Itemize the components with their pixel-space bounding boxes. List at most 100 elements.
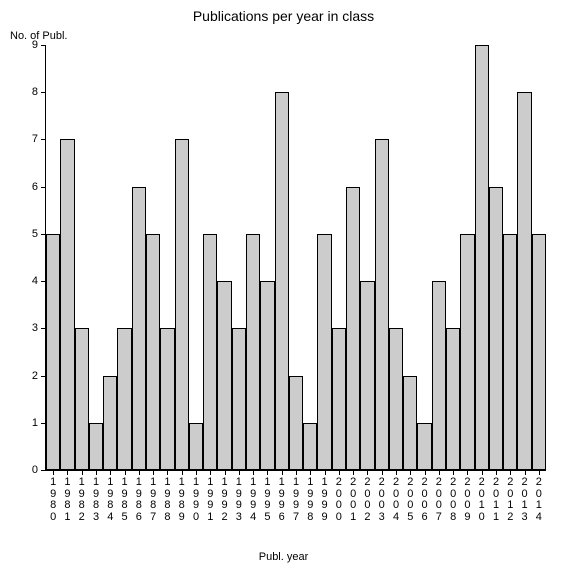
x-tick-label: 1990 bbox=[192, 477, 200, 523]
y-tick-label: 1 bbox=[32, 417, 38, 429]
x-tick-label: 1983 bbox=[92, 477, 100, 523]
x-tick-label: 1993 bbox=[235, 477, 243, 523]
x-tick bbox=[82, 470, 83, 475]
x-tick bbox=[425, 470, 426, 475]
x-tick bbox=[182, 470, 183, 475]
x-tick-label: 1994 bbox=[249, 477, 257, 523]
x-tick bbox=[53, 470, 54, 475]
bar bbox=[46, 234, 60, 470]
y-tick-label: 8 bbox=[32, 86, 38, 98]
bar bbox=[417, 423, 431, 470]
chart-container: Publications per year in class No. of Pu… bbox=[0, 0, 567, 567]
y-tick-label: 7 bbox=[32, 133, 38, 145]
bar bbox=[146, 234, 160, 470]
x-tick bbox=[253, 470, 254, 475]
y-tick-label: 9 bbox=[32, 39, 38, 51]
x-tick bbox=[125, 470, 126, 475]
y-tick bbox=[41, 187, 46, 188]
y-tick-label: 6 bbox=[32, 181, 38, 193]
x-tick-label: 1982 bbox=[78, 477, 86, 523]
bar bbox=[489, 187, 503, 470]
x-tick bbox=[439, 470, 440, 475]
x-tick-label: 2012 bbox=[506, 477, 514, 523]
x-tick bbox=[225, 470, 226, 475]
bar bbox=[389, 328, 403, 470]
bar bbox=[460, 234, 474, 470]
x-tick bbox=[153, 470, 154, 475]
bar bbox=[232, 328, 246, 470]
x-tick-label: 2004 bbox=[392, 477, 400, 523]
x-tick-label: 2005 bbox=[406, 477, 414, 523]
bar bbox=[189, 423, 203, 470]
y-axis-title: No. of Publ. bbox=[10, 30, 67, 42]
x-tick bbox=[310, 470, 311, 475]
bar bbox=[132, 187, 146, 470]
y-tick-label: 2 bbox=[32, 370, 38, 382]
x-tick-label: 2011 bbox=[492, 477, 500, 523]
x-tick-label: 1984 bbox=[106, 477, 114, 523]
x-tick bbox=[482, 470, 483, 475]
x-tick bbox=[210, 470, 211, 475]
x-tick-label: 2001 bbox=[349, 477, 357, 523]
bar bbox=[332, 328, 346, 470]
x-tick-label: 1980 bbox=[49, 477, 57, 523]
y-tick bbox=[41, 470, 46, 471]
x-tick-label: 1991 bbox=[206, 477, 214, 523]
plot-area: 0123456789198019811982198319841985198619… bbox=[45, 45, 546, 471]
bar bbox=[503, 234, 517, 470]
bar bbox=[303, 423, 317, 470]
bar bbox=[432, 281, 446, 470]
x-tick bbox=[367, 470, 368, 475]
x-tick-label: 1985 bbox=[121, 477, 129, 523]
x-tick-label: 1986 bbox=[135, 477, 143, 523]
x-tick bbox=[496, 470, 497, 475]
x-tick-label: 2014 bbox=[535, 477, 543, 523]
x-tick bbox=[510, 470, 511, 475]
x-tick bbox=[139, 470, 140, 475]
x-tick bbox=[382, 470, 383, 475]
x-tick-label: 2013 bbox=[521, 477, 529, 523]
x-tick-label: 2003 bbox=[378, 477, 386, 523]
y-tick-label: 4 bbox=[32, 275, 38, 287]
x-tick-label: 1998 bbox=[306, 477, 314, 523]
y-tick bbox=[41, 45, 46, 46]
x-tick bbox=[110, 470, 111, 475]
x-tick-label: 2009 bbox=[463, 477, 471, 523]
bar bbox=[360, 281, 374, 470]
x-tick bbox=[539, 470, 540, 475]
x-tick-label: 1992 bbox=[221, 477, 229, 523]
bar bbox=[446, 328, 460, 470]
x-tick bbox=[396, 470, 397, 475]
x-tick-label: 1981 bbox=[63, 477, 71, 523]
chart-title: Publications per year in class bbox=[0, 8, 567, 24]
bar bbox=[346, 187, 360, 470]
x-tick bbox=[267, 470, 268, 475]
x-tick bbox=[96, 470, 97, 475]
bar bbox=[403, 376, 417, 470]
y-tick bbox=[41, 139, 46, 140]
bar bbox=[317, 234, 331, 470]
x-tick bbox=[525, 470, 526, 475]
y-tick-label: 3 bbox=[32, 322, 38, 334]
x-axis-title: Publ. year bbox=[0, 551, 567, 563]
bar bbox=[375, 139, 389, 470]
bar bbox=[246, 234, 260, 470]
bar bbox=[103, 376, 117, 470]
x-tick bbox=[453, 470, 454, 475]
x-tick-label: 2007 bbox=[435, 477, 443, 523]
x-tick-label: 1989 bbox=[178, 477, 186, 523]
bar bbox=[75, 328, 89, 470]
x-tick-label: 2000 bbox=[335, 477, 343, 523]
x-tick-label: 2010 bbox=[478, 477, 486, 523]
bar bbox=[89, 423, 103, 470]
x-tick-label: 1996 bbox=[278, 477, 286, 523]
x-tick-label: 1999 bbox=[321, 477, 329, 523]
x-tick bbox=[410, 470, 411, 475]
x-tick bbox=[196, 470, 197, 475]
x-tick-label: 1997 bbox=[292, 477, 300, 523]
bar bbox=[517, 92, 531, 470]
bar bbox=[475, 45, 489, 470]
bar bbox=[203, 234, 217, 470]
x-tick bbox=[467, 470, 468, 475]
x-tick bbox=[325, 470, 326, 475]
